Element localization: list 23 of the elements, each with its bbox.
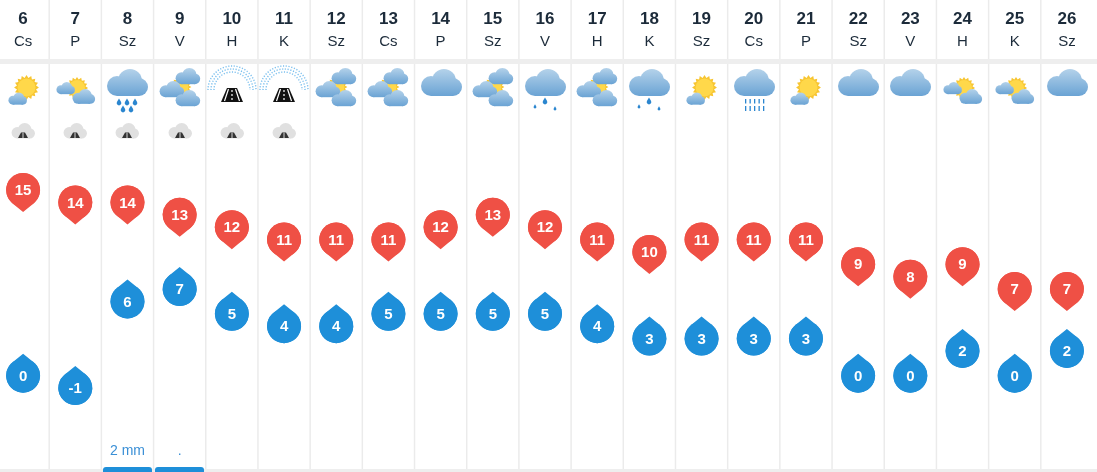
x-tick-label: 23 V	[900, 8, 920, 50]
text: 2 mm	[109, 441, 145, 458]
x-tick-label: 16 V	[535, 8, 555, 50]
x-tick-label: 8 Sz	[118, 8, 137, 50]
x-tick-label: 9 V	[174, 8, 185, 50]
x-tick-label: 6 Cs	[13, 8, 33, 50]
x-tick-label: 15 Sz	[483, 8, 503, 50]
x-tick-label: 19 Sz	[692, 8, 712, 50]
x-tick-label: 25 K	[1005, 8, 1025, 50]
x-tick-label: 20 Cs	[744, 8, 764, 50]
x-tick-label: 13 Cs	[378, 8, 398, 50]
x-tick-label: 22 Sz	[848, 8, 868, 50]
x-tick-label: 26 Sz	[1057, 8, 1077, 50]
text: .	[177, 441, 182, 458]
x-tick-label: 21 P	[796, 8, 816, 50]
x-tick-label: 10 H	[222, 8, 242, 50]
x-tick-label: 11 K	[275, 8, 294, 50]
x-tick-label: 14 P	[431, 8, 451, 50]
x-tick-label: 17 H	[587, 8, 607, 50]
x-tick-label: 24 H	[953, 8, 973, 50]
x-tick-label: 12 Sz	[326, 8, 346, 50]
x-tick-label: 18 K	[639, 8, 659, 50]
x-tick-label: 7 P	[70, 8, 81, 50]
